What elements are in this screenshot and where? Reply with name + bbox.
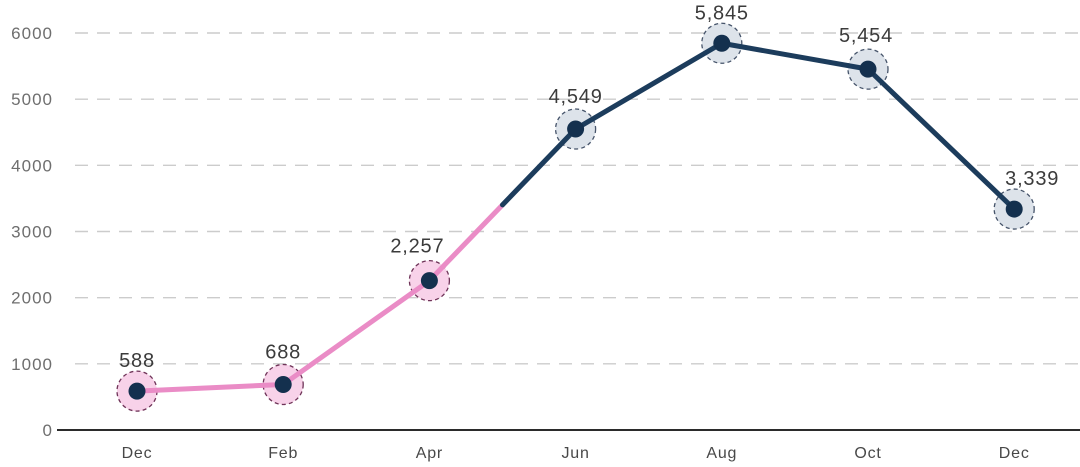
y-tick-label: 4000 (11, 156, 53, 175)
line-segment (865, 66, 1017, 212)
data-point-dot (420, 272, 438, 290)
x-tick-label: Dec (999, 445, 1030, 462)
data-point-label: 2,257 (390, 236, 444, 258)
data-point-dot (128, 382, 146, 400)
x-tick-label: Apr (416, 445, 443, 462)
data-point-label: 588 (119, 350, 155, 372)
data-point-label: 3,339 (1005, 168, 1059, 190)
data-point-dot (567, 120, 585, 138)
x-tick-label: Oct (854, 445, 881, 462)
data-point-dot (1005, 200, 1023, 218)
y-tick-label: 1000 (11, 355, 53, 374)
line-segment (719, 40, 871, 72)
line-segment (500, 126, 579, 208)
x-tick-label: Jun (561, 445, 589, 462)
line-segment (426, 202, 505, 284)
line-segment (280, 278, 432, 387)
data-point-dot (713, 34, 731, 52)
y-tick-label: 3000 (11, 223, 53, 242)
data-point-label: 5,845 (695, 2, 749, 24)
line-segment (134, 381, 286, 394)
y-tick-label: 6000 (11, 24, 53, 43)
data-point-label: 4,549 (549, 86, 603, 108)
line-segment (573, 40, 725, 132)
y-tick-label: 0 (43, 421, 53, 440)
data-point-dot (274, 375, 292, 393)
x-tick-label: Dec (122, 445, 153, 462)
data-point-label: 5,454 (839, 25, 893, 47)
y-tick-label: 2000 (11, 289, 53, 308)
data-point-dot (859, 60, 877, 78)
x-tick-label: Aug (706, 445, 737, 462)
data-point-label: 688 (265, 341, 301, 363)
y-tick-label: 5000 (11, 90, 53, 109)
x-tick-label: Feb (268, 445, 298, 462)
